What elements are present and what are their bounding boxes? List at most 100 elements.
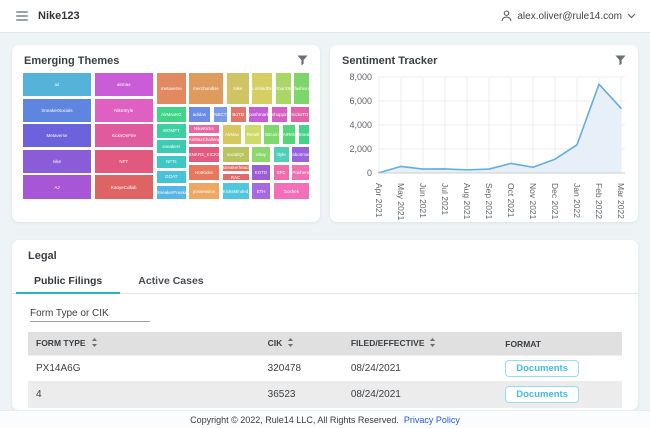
- filter-icon[interactable]: [297, 55, 308, 66]
- sentiment-tracker-card: Sentiment Tracker 0 2,000 4,000 6,000 8,000 …: [330, 45, 638, 222]
- x-tick-label: Mar 2022: [616, 183, 626, 219]
- top-bar: Nike123 alex.oliver@rule14.com: [0, 0, 650, 33]
- treemap-tile[interactable]: shopping: [270, 105, 289, 124]
- cell-form-type: 4: [28, 407, 260, 410]
- treemap-tile[interactable]: AirMax: [221, 123, 243, 145]
- treemap-tile[interactable]: ETH: [250, 182, 272, 200]
- treemap-tile[interactable]: RAC: [221, 173, 250, 182]
- treemap-tile[interactable]: abonmart: [291, 145, 310, 163]
- cell-filed: 08/24/2021: [342, 407, 498, 410]
- legal-card: Legal Public Filings Active Cases FORM T…: [12, 240, 638, 410]
- treemap-tile[interactable]: fashion: [293, 72, 310, 106]
- cell-form-type: 4: [28, 381, 260, 408]
- themes-treemap: ad SneakerSocials Metaverse nike AJ airmax Nik…: [22, 72, 310, 200]
- table-row: 4 365214 08/24/2021 Documents: [28, 407, 622, 410]
- treemap-tile[interactable]: KanyeCollab: [93, 174, 154, 200]
- treemap-tile[interactable]: sneakerhead: [221, 163, 250, 173]
- treemap-tile[interactable]: ebay: [250, 145, 272, 163]
- y-tick-label: 0: [366, 168, 372, 178]
- treemap-tile[interactable]: AirMaxChallenge: [187, 134, 221, 145]
- treemap-tile[interactable]: SneakerSocials: [22, 97, 92, 123]
- treemap-tile[interactable]: AIRMAX: [281, 123, 297, 145]
- treemap-tile[interactable]: YourStreet: [274, 72, 292, 106]
- sort-icon[interactable]: [287, 338, 294, 349]
- treemap-tile[interactable]: ad: [22, 72, 92, 97]
- treemap-tile[interactable]: KOTD: [250, 163, 272, 182]
- treemap-tile[interactable]: NFT: [93, 148, 154, 174]
- treemap-tile[interactable]: NikeStyle: [93, 97, 154, 123]
- treemap-tile[interactable]: GOAT: [155, 169, 188, 184]
- treemap-tile[interactable]: LimitedDrops: [251, 72, 274, 106]
- y-tick-label: 6,000: [349, 96, 372, 106]
- treemap-tile[interactable]: NikeKicks: [187, 123, 221, 135]
- treemap-tile[interactable]: KicksMinded: [221, 182, 250, 200]
- treemap-tile[interactable]: metaverse: [155, 72, 188, 106]
- table-row: PX14A6G 320478 08/24/2021 Documents: [28, 355, 622, 382]
- chart-plot-area: [378, 76, 625, 174]
- treemap-tile[interactable]: sneakers: [155, 139, 188, 154]
- legal-title: Legal: [28, 250, 57, 262]
- treemap-tile[interactable]: WOMFT: [155, 123, 188, 139]
- treemap-tile[interactable]: nike: [22, 148, 92, 174]
- x-tick-label: Oct 2021: [506, 183, 516, 218]
- treemap-tile[interactable]: possession: [187, 182, 221, 200]
- cell-cik: 36523: [259, 381, 343, 408]
- treemap-tile[interactable]: BoTD: [229, 105, 247, 124]
- documents-button[interactable]: Documents: [505, 386, 579, 404]
- filter-icon[interactable]: [615, 55, 626, 66]
- treemap-tile[interactable]: SneakerFreakerFans: [155, 184, 188, 200]
- documents-button[interactable]: Documents: [505, 360, 579, 378]
- privacy-policy-link[interactable]: Privacy Policy: [403, 414, 460, 425]
- cell-cik: 320478: [259, 355, 343, 382]
- x-tick-label: Feb 2022: [594, 183, 604, 219]
- legal-tabs: Public Filings Active Cases: [12, 270, 638, 294]
- y-tick-label: 4,000: [349, 120, 372, 130]
- treemap-tile[interactable]: KicksOnFire: [93, 123, 154, 149]
- treemap-tile[interactable]: AirMaxKG: [155, 105, 188, 123]
- cell-cik: 365214: [259, 407, 343, 410]
- treemap-tile[interactable]: Resell: [243, 123, 262, 145]
- treemap-tile[interactable]: Poshers: [291, 163, 310, 182]
- treemap-tile[interactable]: SFC: [272, 163, 290, 182]
- treemap-tile[interactable]: socialQs: [221, 145, 250, 163]
- treemap-tile[interactable]: airmax: [93, 72, 154, 97]
- treemap-tile[interactable]: style: [272, 145, 290, 163]
- x-tick-label: May 2021: [396, 183, 406, 221]
- sort-icon[interactable]: [429, 338, 436, 349]
- treemap-tile[interactable]: AJ: [22, 174, 92, 200]
- treemap-tile[interactable]: KicksTO: [289, 105, 310, 124]
- treemap-tile[interactable]: Goshek: [272, 182, 310, 200]
- user-icon: [501, 10, 512, 22]
- column-header-filed-effective[interactable]: FILED/EFFECTIVE: [343, 332, 497, 356]
- treemap-tile[interactable]: NFTs: [155, 154, 188, 170]
- treemap-tile[interactable]: HotKicks: [187, 163, 221, 182]
- sentiment-tracker-title: Sentiment Tracker: [342, 54, 438, 67]
- sentiment-line-chart: 0 2,000 4,000 6,000 8,000 Apr 2021 May 2021 Ju…: [330, 72, 638, 224]
- x-tick-label: Sep 2021: [484, 183, 494, 220]
- treemap-tile[interactable]: SNKRS_KICKS: [187, 145, 221, 163]
- treemap-tile[interactable]: Metaverse: [22, 123, 92, 149]
- app-title: Nike123: [38, 10, 80, 22]
- tab-public-filings[interactable]: Public Filings: [16, 270, 121, 294]
- treemap-tile[interactable]: Bitcoin: [263, 123, 281, 145]
- form-type-cik-input[interactable]: [30, 306, 150, 322]
- cell-filed: 08/24/2021: [342, 355, 498, 382]
- column-header-form-type[interactable]: FORM TYPE: [28, 332, 260, 356]
- tab-active-cases[interactable]: Active Cases: [138, 275, 204, 287]
- treemap-tile[interactable]: poshmark: [248, 105, 270, 124]
- treemap-tile[interactable]: NBCT: [212, 105, 229, 124]
- column-header-cik[interactable]: CIK: [260, 332, 343, 356]
- hamburger-menu-icon[interactable]: [14, 9, 30, 23]
- treemap-tile[interactable]: Nike: [225, 72, 250, 106]
- x-tick-label: Jul 2021: [440, 183, 450, 216]
- cell-filed: 08/24/2021: [342, 381, 498, 408]
- treemap-tile[interactable]: Sneakerly: [297, 123, 310, 145]
- chart-x-axis: Apr 2021 May 2021 Jun 2021 Jul 2021 Aug 2021…: [374, 180, 626, 224]
- user-menu[interactable]: alex.oliver@rule14.com: [501, 10, 636, 22]
- sort-icon[interactable]: [91, 338, 98, 349]
- treemap-tile[interactable]: adidas: [187, 105, 212, 124]
- x-tick-label: Aug 2021: [462, 183, 472, 220]
- treemap-tile[interactable]: merchandise: [187, 72, 225, 106]
- x-tick-label: Jun 2021: [418, 183, 428, 218]
- copyright-text: Copyright © 2022, Rule14 LLC, All Rights…: [190, 414, 399, 425]
